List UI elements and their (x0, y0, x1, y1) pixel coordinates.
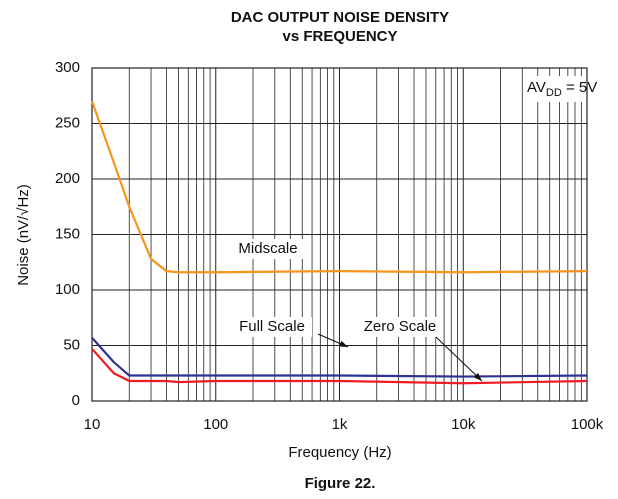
x-tick-label: 100k (571, 416, 604, 433)
annotation-bg (524, 76, 584, 102)
plot-frame (91, 67, 588, 402)
annotation-suffix: = 5V (562, 79, 597, 96)
y-tick-label: 50 (63, 336, 80, 353)
caption: Figure 22. (305, 475, 376, 492)
y-tick-label: 200 (55, 170, 80, 187)
y-tick-label: 150 (55, 225, 80, 242)
line-series (91, 348, 588, 385)
line-series (91, 336, 588, 378)
arrow-head (339, 340, 348, 347)
x-tick-label: 1k (332, 416, 348, 433)
y-tick-label: 300 (55, 59, 80, 76)
annotation-subscript: DD (546, 87, 562, 99)
chart-title: DAC OUTPUT NOISE DENSITY (231, 9, 449, 26)
chart-subtitle: vs FREQUENCY (282, 28, 397, 45)
annotation: AVDD = 5V (527, 79, 597, 99)
x-tick-label: 100 (203, 416, 228, 433)
y-tick-label: 0 (72, 392, 80, 409)
annotation-main: AV (527, 79, 546, 96)
label-bg (360, 317, 440, 337)
label-bg (232, 317, 312, 337)
x-tick-label: 10k (451, 416, 476, 433)
line-series (90, 100, 588, 274)
y-tick-label: 250 (55, 114, 80, 131)
series-label: Zero Scale (364, 318, 437, 335)
x-tick-label: 10 (84, 416, 101, 433)
y-axis-label: Noise (nV/√Hz) (15, 184, 32, 286)
series-label: Full Scale (239, 318, 305, 335)
x-axis-label: Frequency (Hz) (288, 444, 391, 461)
y-tick-label: 100 (55, 281, 80, 298)
series-label: Midscale (238, 240, 297, 257)
arrow (435, 336, 483, 382)
label-bg (228, 239, 308, 259)
arrow-head (473, 372, 482, 381)
